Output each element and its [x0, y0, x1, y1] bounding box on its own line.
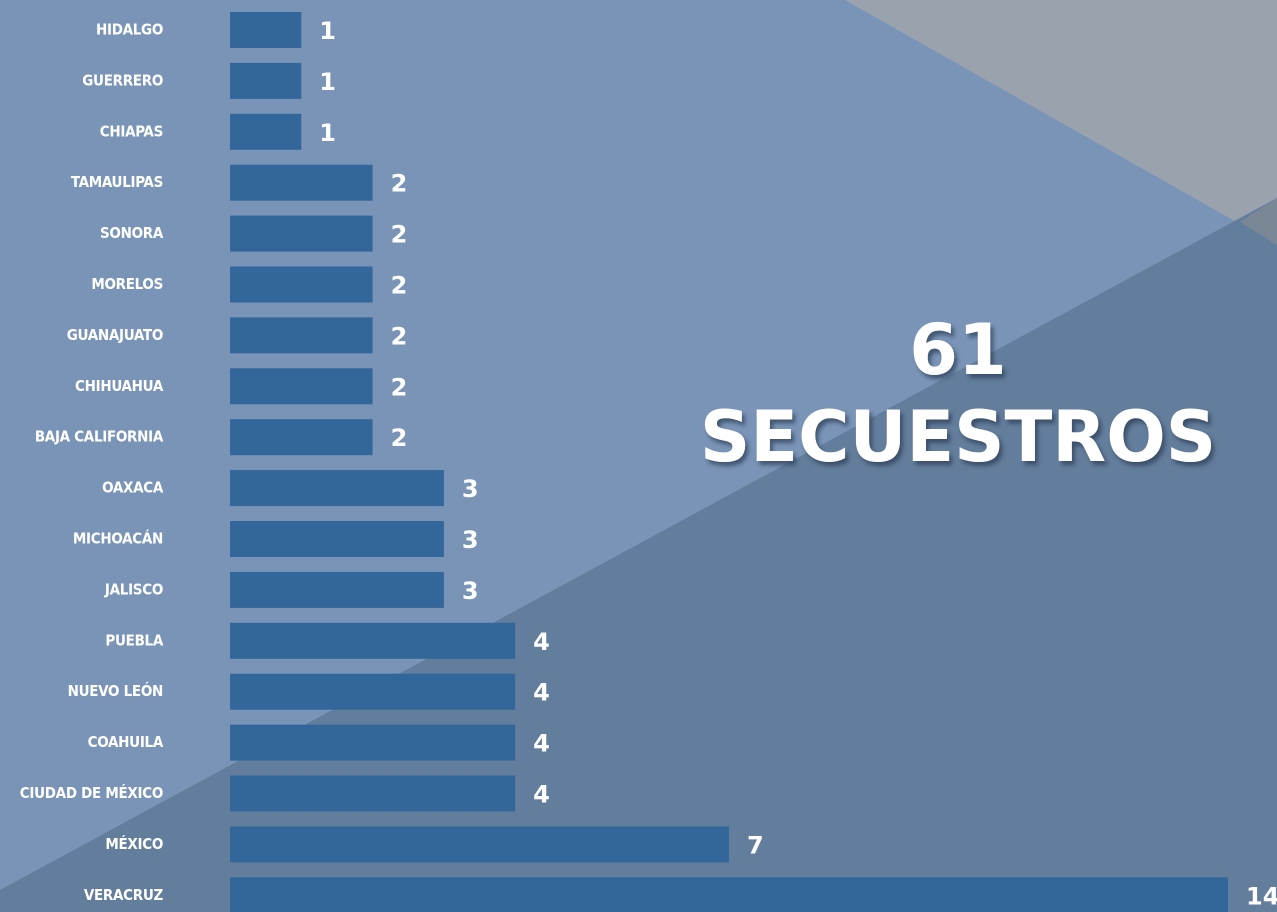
corner-shape	[845, 0, 1277, 245]
value-label: 2	[391, 272, 408, 300]
bar	[230, 62, 302, 99]
category-label: NUEVO LEÓN	[68, 681, 163, 700]
bar	[230, 368, 373, 405]
category-label: TAMAULIPAS	[71, 173, 163, 191]
bar	[230, 266, 373, 303]
category-label: COAHUILA	[88, 733, 164, 751]
category-label: OAXACA	[102, 479, 164, 497]
bar	[230, 571, 444, 608]
value-label: 1	[319, 17, 336, 45]
category-label: JALISCO	[104, 580, 163, 598]
category-label: BAJA CALIFORNIA	[35, 428, 164, 446]
value-label: 3	[462, 577, 479, 605]
value-label: 2	[391, 322, 408, 350]
bar	[230, 521, 444, 557]
value-label: 7	[747, 831, 764, 859]
bar	[230, 113, 302, 150]
value-label: 2	[391, 373, 408, 401]
bar	[230, 724, 516, 761]
annotation-text: SECUESTROS	[700, 396, 1216, 478]
category-label: CIUDAD DE MÉXICO	[20, 783, 163, 802]
value-label: 2	[391, 170, 408, 198]
value-label: 4	[533, 628, 550, 656]
value-label: 4	[533, 781, 550, 809]
category-label: SONORA	[100, 224, 164, 242]
value-label: 1	[319, 119, 336, 147]
value-label: 2	[391, 424, 408, 452]
value-label: 4	[533, 679, 550, 707]
value-label: 4	[533, 730, 550, 758]
bar	[230, 12, 302, 48]
bar	[230, 419, 373, 456]
category-label: MICHOACÁN	[73, 529, 163, 548]
bar	[230, 622, 516, 659]
value-label: 1	[319, 68, 336, 96]
category-label: PUEBLA	[105, 631, 163, 649]
bar	[230, 826, 729, 863]
corner-overlap	[1240, 198, 1277, 245]
bar	[230, 317, 373, 354]
bar	[230, 470, 444, 507]
bar	[230, 673, 516, 710]
category-label: MORELOS	[91, 275, 163, 293]
category-label: GUERRERO	[82, 71, 163, 89]
bar	[230, 215, 373, 252]
category-label: CHIAPAS	[100, 122, 163, 140]
value-label: 2	[391, 221, 408, 249]
category-label: GUANAJUATO	[67, 326, 163, 344]
bar	[230, 164, 373, 201]
category-label: HIDALGO	[96, 21, 163, 39]
category-label: VERACRUZ	[84, 886, 164, 904]
bar	[230, 775, 516, 812]
value-label: 3	[462, 526, 479, 554]
annotation-number: 61	[909, 309, 1006, 391]
value-label: 14	[1246, 882, 1277, 910]
bar	[230, 877, 1228, 912]
category-label: MÉXICO	[105, 834, 163, 853]
category-label: CHIHUAHUA	[75, 377, 164, 395]
value-label: 3	[462, 475, 479, 503]
